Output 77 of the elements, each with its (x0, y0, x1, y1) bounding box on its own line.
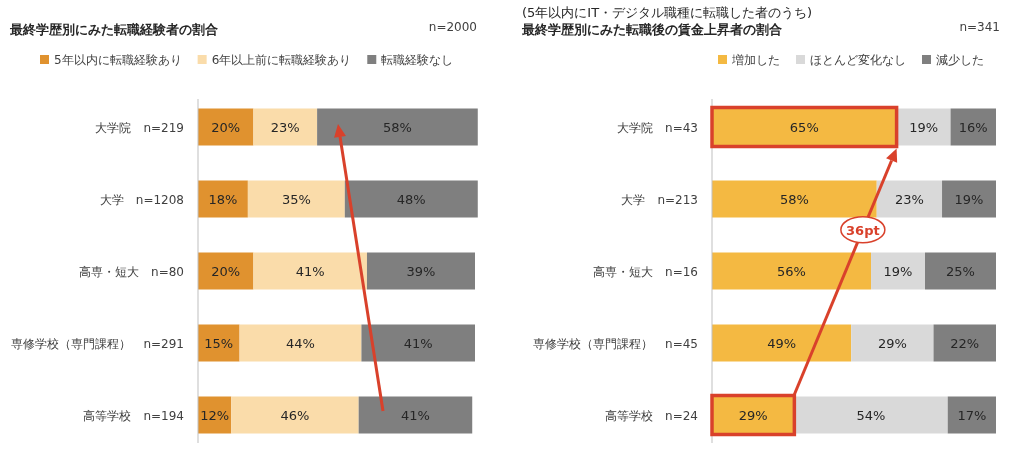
bar (712, 252, 872, 290)
data-label: 58% (779, 192, 809, 207)
data-label: 19% (954, 192, 984, 207)
bar (344, 180, 478, 218)
data-label: 56% (777, 264, 806, 279)
legend-label: 減少した (936, 53, 984, 67)
annotation: 36pt (846, 222, 880, 238)
legend-label: 5年以内に転職経験あり (54, 53, 182, 67)
y-tick-label: 大学 n=1208 (99, 193, 184, 207)
bar (871, 252, 925, 290)
data-label: 58% (382, 120, 412, 135)
bar (896, 108, 951, 146)
y-tick-label: 大学院 n=219 (95, 121, 184, 135)
bar (851, 324, 934, 362)
legend-label: 転職経験なし (381, 53, 454, 67)
bar (925, 252, 996, 290)
y-tick-label: 高等学校 n=24 (605, 409, 698, 423)
data-label: 49% (767, 336, 797, 351)
bar (942, 180, 996, 218)
bar (876, 180, 943, 218)
y-tick-label: 高等学校 n=194 (83, 409, 184, 423)
y-tick-label: 高専・短大 n=80 (79, 265, 184, 279)
bar (231, 396, 359, 434)
bar (712, 324, 852, 362)
data-label: 25% (946, 264, 975, 279)
bar (198, 180, 248, 218)
legend-label: 増加した (731, 53, 780, 67)
bar (247, 180, 345, 218)
chart-title: 最終学歴別にみた転職経験者の割合 (9, 22, 218, 37)
data-label: 41% (403, 336, 433, 351)
bar (712, 180, 877, 218)
bar (198, 108, 254, 146)
bar (361, 324, 475, 362)
data-label: 18% (208, 192, 238, 207)
y-tick-label: 大学 n=213 (621, 193, 698, 207)
bar (317, 108, 478, 146)
data-label: 41% (400, 408, 430, 423)
data-label: 20% (211, 264, 241, 279)
text: n=341 (959, 20, 1000, 34)
bar (358, 396, 473, 434)
data-label: 23% (894, 192, 924, 207)
data-label: 29% (738, 408, 768, 423)
data-label: 16% (958, 120, 988, 135)
legend-label: ほとんど変化なし (810, 53, 906, 67)
y-tick-label: 高専・短大 n=16 (593, 265, 698, 279)
data-label: 12% (200, 408, 230, 423)
y-tick-label: 大学院 n=43 (617, 121, 698, 135)
data-label: 17% (957, 408, 987, 423)
data-label: 29% (877, 336, 907, 351)
data-label: 20% (211, 120, 241, 135)
data-label: 41% (295, 264, 325, 279)
text: n=2000 (428, 20, 477, 34)
data-label: 65% (789, 120, 819, 135)
data-label: 46% (280, 408, 310, 423)
data-label: 15% (204, 336, 234, 351)
data-label: 35% (281, 192, 311, 207)
data-label: 39% (406, 264, 436, 279)
bar (239, 324, 362, 362)
bar (253, 108, 318, 146)
bar (947, 396, 996, 434)
chart-title: 最終学歴別にみた転職後の賃金上昇者の割合 (521, 22, 782, 37)
bar (198, 252, 254, 290)
data-label: 44% (286, 336, 315, 351)
bar (950, 108, 996, 146)
data-label: 19% (909, 120, 939, 135)
bar (366, 252, 475, 290)
bar (933, 324, 996, 362)
legend-label: 6年以上前に転職経験あり (211, 53, 352, 67)
chart-subtitle: (5年以内にIT・デジタル職種に転職した者のうち) (522, 5, 813, 20)
data-label: 23% (270, 120, 300, 135)
y-tick-label: 専修学校（専門課程） n=291 (11, 337, 184, 351)
data-label: 22% (950, 336, 980, 351)
bar (253, 252, 367, 290)
y-tick-label: 専修学校（専門課程） n=45 (533, 337, 698, 351)
data-label: 19% (883, 264, 913, 279)
data-label: 48% (396, 192, 426, 207)
data-label: 54% (856, 408, 886, 423)
